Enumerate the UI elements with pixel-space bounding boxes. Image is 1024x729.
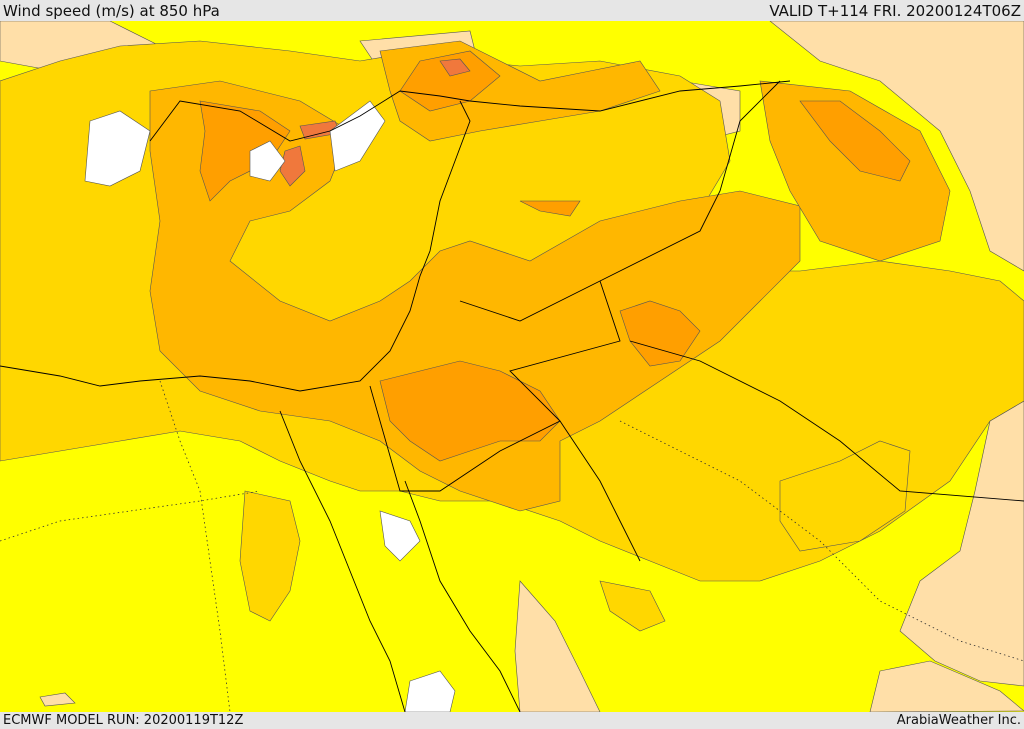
strong-belt-main [149, 80, 801, 512]
core-iraq [619, 300, 701, 367]
administrative-boundaries [0, 380, 1024, 712]
gale-wind-zones [279, 58, 471, 187]
light-zone-northeast [769, 21, 1024, 272]
border-gulf [559, 420, 641, 562]
calm-patch-west [84, 110, 151, 187]
calm-patch-cyprus-east [329, 100, 386, 172]
light-zone-south [869, 660, 1024, 712]
map-title: Wind speed (m/s) at 850 hPa [3, 2, 220, 20]
credit-text: ArabiaWeather Inc. [896, 713, 1021, 728]
border-syria-iraq [459, 80, 781, 322]
core-cyprus [199, 100, 291, 202]
fresh-zone-coast [599, 580, 666, 632]
light-zone-far-south [39, 692, 76, 707]
core-northeast [799, 100, 911, 182]
wind-speed-map[interactable] [0, 21, 1024, 712]
fresh-zone-sinai-south [239, 490, 301, 622]
admin-boundary-arabia [619, 420, 1024, 662]
very-strong-wind-zones [199, 50, 911, 462]
core-jordan [379, 360, 561, 462]
border-saudi-iraq [629, 340, 1024, 502]
light-zone-southeast [514, 580, 601, 712]
header-bar: Wind speed (m/s) at 850 hPa VALID T+114 … [0, 0, 1024, 21]
border-jordan-iraq [369, 280, 621, 492]
coastline-red-sea-west [279, 410, 406, 712]
light-zone-east [899, 400, 1024, 687]
coastline-red-sea-east [404, 480, 521, 712]
calm-patch-aqaba [379, 510, 421, 562]
calm-patch-red-sea [404, 670, 456, 712]
coastline-north-africa [0, 100, 471, 392]
core-turkey-south [519, 200, 581, 217]
strong-zone-northeast [759, 80, 951, 262]
calm-patch-cyprus-west [249, 140, 286, 182]
geographic-borders [0, 80, 1024, 712]
fresh-zone-arabia-east [779, 440, 911, 552]
coastline-anatolia [149, 80, 791, 142]
model-run: ECMWF MODEL RUN: 20200119T12Z [3, 713, 244, 728]
footer-bar: ECMWF MODEL RUN: 20200119T12Z ArabiaWeat… [0, 712, 1024, 729]
calm-wind-zones [84, 100, 456, 712]
gale-core-1 [439, 58, 471, 77]
gale-core-3 [279, 145, 306, 187]
strong-wind-zones [149, 40, 951, 512]
valid-time: VALID T+114 FRI. 20200124T06Z [769, 2, 1021, 20]
